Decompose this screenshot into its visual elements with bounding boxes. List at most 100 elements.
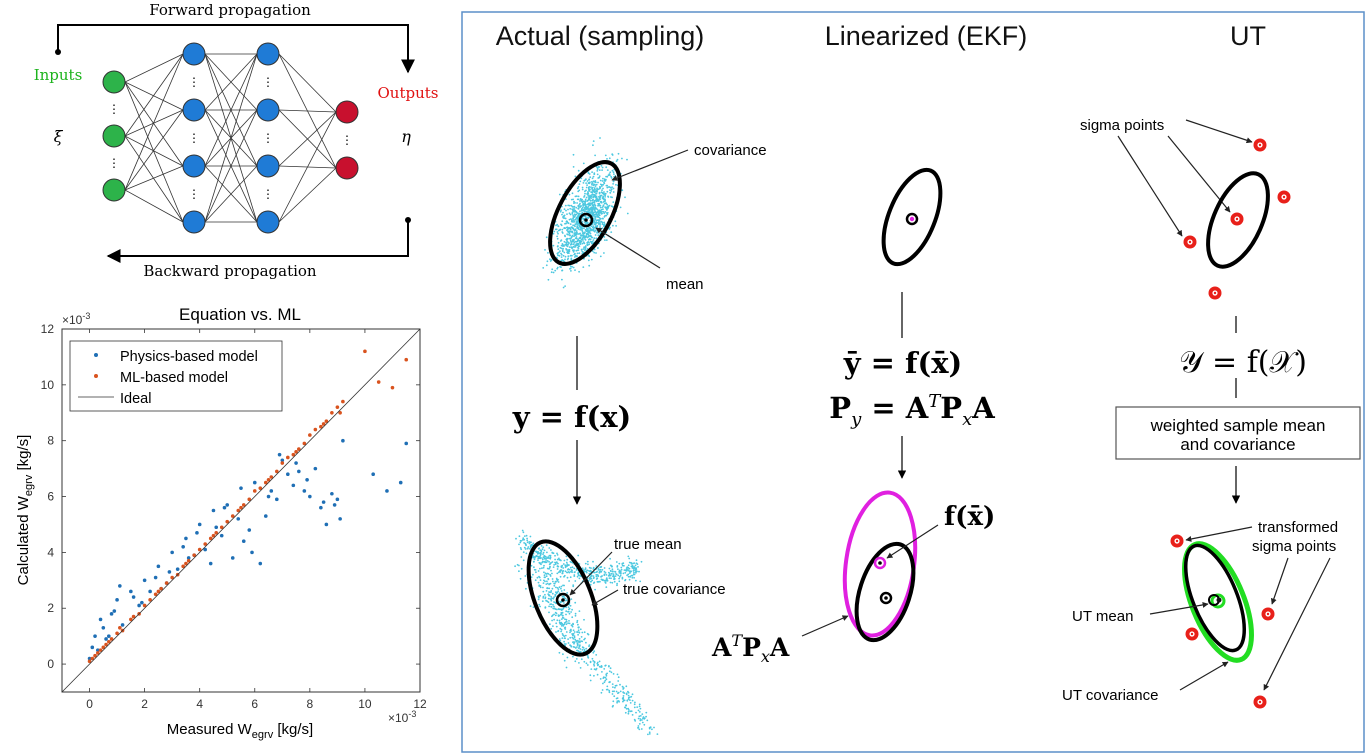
physics-point (120, 623, 125, 627)
sample-dot (584, 562, 587, 565)
network-edge (278, 167, 337, 223)
sample-dot (565, 599, 567, 602)
physics-point (208, 561, 213, 566)
sample-dot (614, 575, 617, 577)
sample-dot (603, 191, 605, 193)
sample-dot (612, 686, 614, 688)
sample-dot (544, 596, 547, 599)
neural-network-diagram: Forward propagation Inputs Outputs ξ η ⋮… (34, 1, 439, 280)
sample-dot (559, 571, 562, 573)
sample-dot (629, 699, 631, 701)
sample-dot (595, 237, 598, 240)
physics-point (294, 461, 298, 465)
ml-point (247, 497, 252, 502)
ut-covariance-label: UT covariance (1062, 687, 1158, 704)
sample-dot (581, 186, 584, 189)
sample-dot (582, 241, 585, 244)
sample-dot (570, 240, 572, 243)
sample-dot (567, 250, 569, 253)
sample-dot (575, 206, 578, 209)
sample-dot (611, 690, 614, 693)
sample-dot (560, 256, 563, 258)
sample-dot (551, 578, 554, 580)
sample-dot (553, 564, 555, 566)
sample-dot (595, 574, 598, 576)
sample-dot (642, 717, 644, 720)
network-node (102, 178, 126, 202)
physics-point (186, 556, 191, 560)
sample-dot (566, 238, 568, 241)
sample-dot (595, 668, 597, 671)
sample-dot (575, 639, 578, 642)
sample-dot (545, 544, 548, 547)
sample-dot (560, 253, 563, 256)
sample-dot (538, 557, 541, 560)
outputs-label: Outputs (378, 84, 439, 102)
sample-dot (537, 570, 540, 572)
y-tick-label: 6 (47, 490, 54, 504)
sample-dot (571, 234, 574, 237)
sample-dot (578, 239, 580, 242)
sample-dot (615, 225, 617, 227)
sample-dot (564, 628, 567, 630)
sample-dot (549, 260, 552, 262)
sample-dot (524, 548, 527, 550)
sample-dot (568, 564, 570, 566)
sample-dot (592, 660, 595, 662)
sample-dot (548, 563, 551, 566)
sample-dot (559, 639, 562, 642)
sample-dot (557, 562, 559, 565)
physics-point (335, 497, 340, 502)
sample-dot (562, 625, 565, 627)
sample-dot (537, 559, 539, 561)
ml-point (404, 357, 409, 362)
sample-dot (538, 603, 541, 606)
sample-dot (557, 229, 560, 232)
sample-dot (574, 269, 576, 271)
sample-dot (546, 582, 549, 585)
physics-point (319, 505, 323, 510)
sample-dot (606, 158, 608, 160)
sample-dot (592, 582, 595, 584)
sample-dot (577, 222, 580, 225)
sample-dot (627, 707, 630, 710)
physics-point (112, 609, 117, 613)
ml-point (164, 581, 169, 585)
sample-dot (552, 603, 554, 606)
sample-dot (600, 208, 603, 211)
sample-dot (592, 140, 595, 143)
sample-dot (609, 191, 612, 194)
sample-dot (631, 714, 634, 716)
sample-dot (581, 646, 584, 649)
mean-marker-actual (578, 212, 594, 228)
sample-dot (575, 213, 578, 216)
sample-dot (566, 565, 568, 568)
sample-dot (573, 220, 576, 223)
sample-dot (601, 180, 604, 182)
sample-dot (572, 243, 575, 246)
sample-dot (594, 199, 597, 202)
sample-dot (585, 647, 588, 650)
sample-dot (574, 612, 577, 615)
sample-dot (616, 584, 618, 587)
sample-dot (638, 723, 641, 725)
sample-dot (587, 171, 590, 174)
sample-dot (574, 580, 577, 582)
physics-point (118, 584, 122, 588)
sample-dot (610, 570, 612, 573)
atpxa-pointer (801, 615, 849, 637)
sample-dot (586, 632, 589, 635)
sample-dot (518, 535, 521, 538)
sample-dot (541, 558, 544, 560)
physics-point (153, 575, 158, 580)
sample-dot (534, 579, 537, 582)
sample-dot (577, 198, 580, 201)
sample-dot (539, 579, 542, 581)
sample-dot (544, 593, 546, 596)
x-tick-label: 2 (141, 697, 148, 711)
sample-dot (544, 572, 547, 575)
sample-dot (604, 214, 606, 217)
sample-dot (555, 581, 557, 583)
physics-point (250, 550, 254, 555)
sample-dot (578, 638, 581, 640)
